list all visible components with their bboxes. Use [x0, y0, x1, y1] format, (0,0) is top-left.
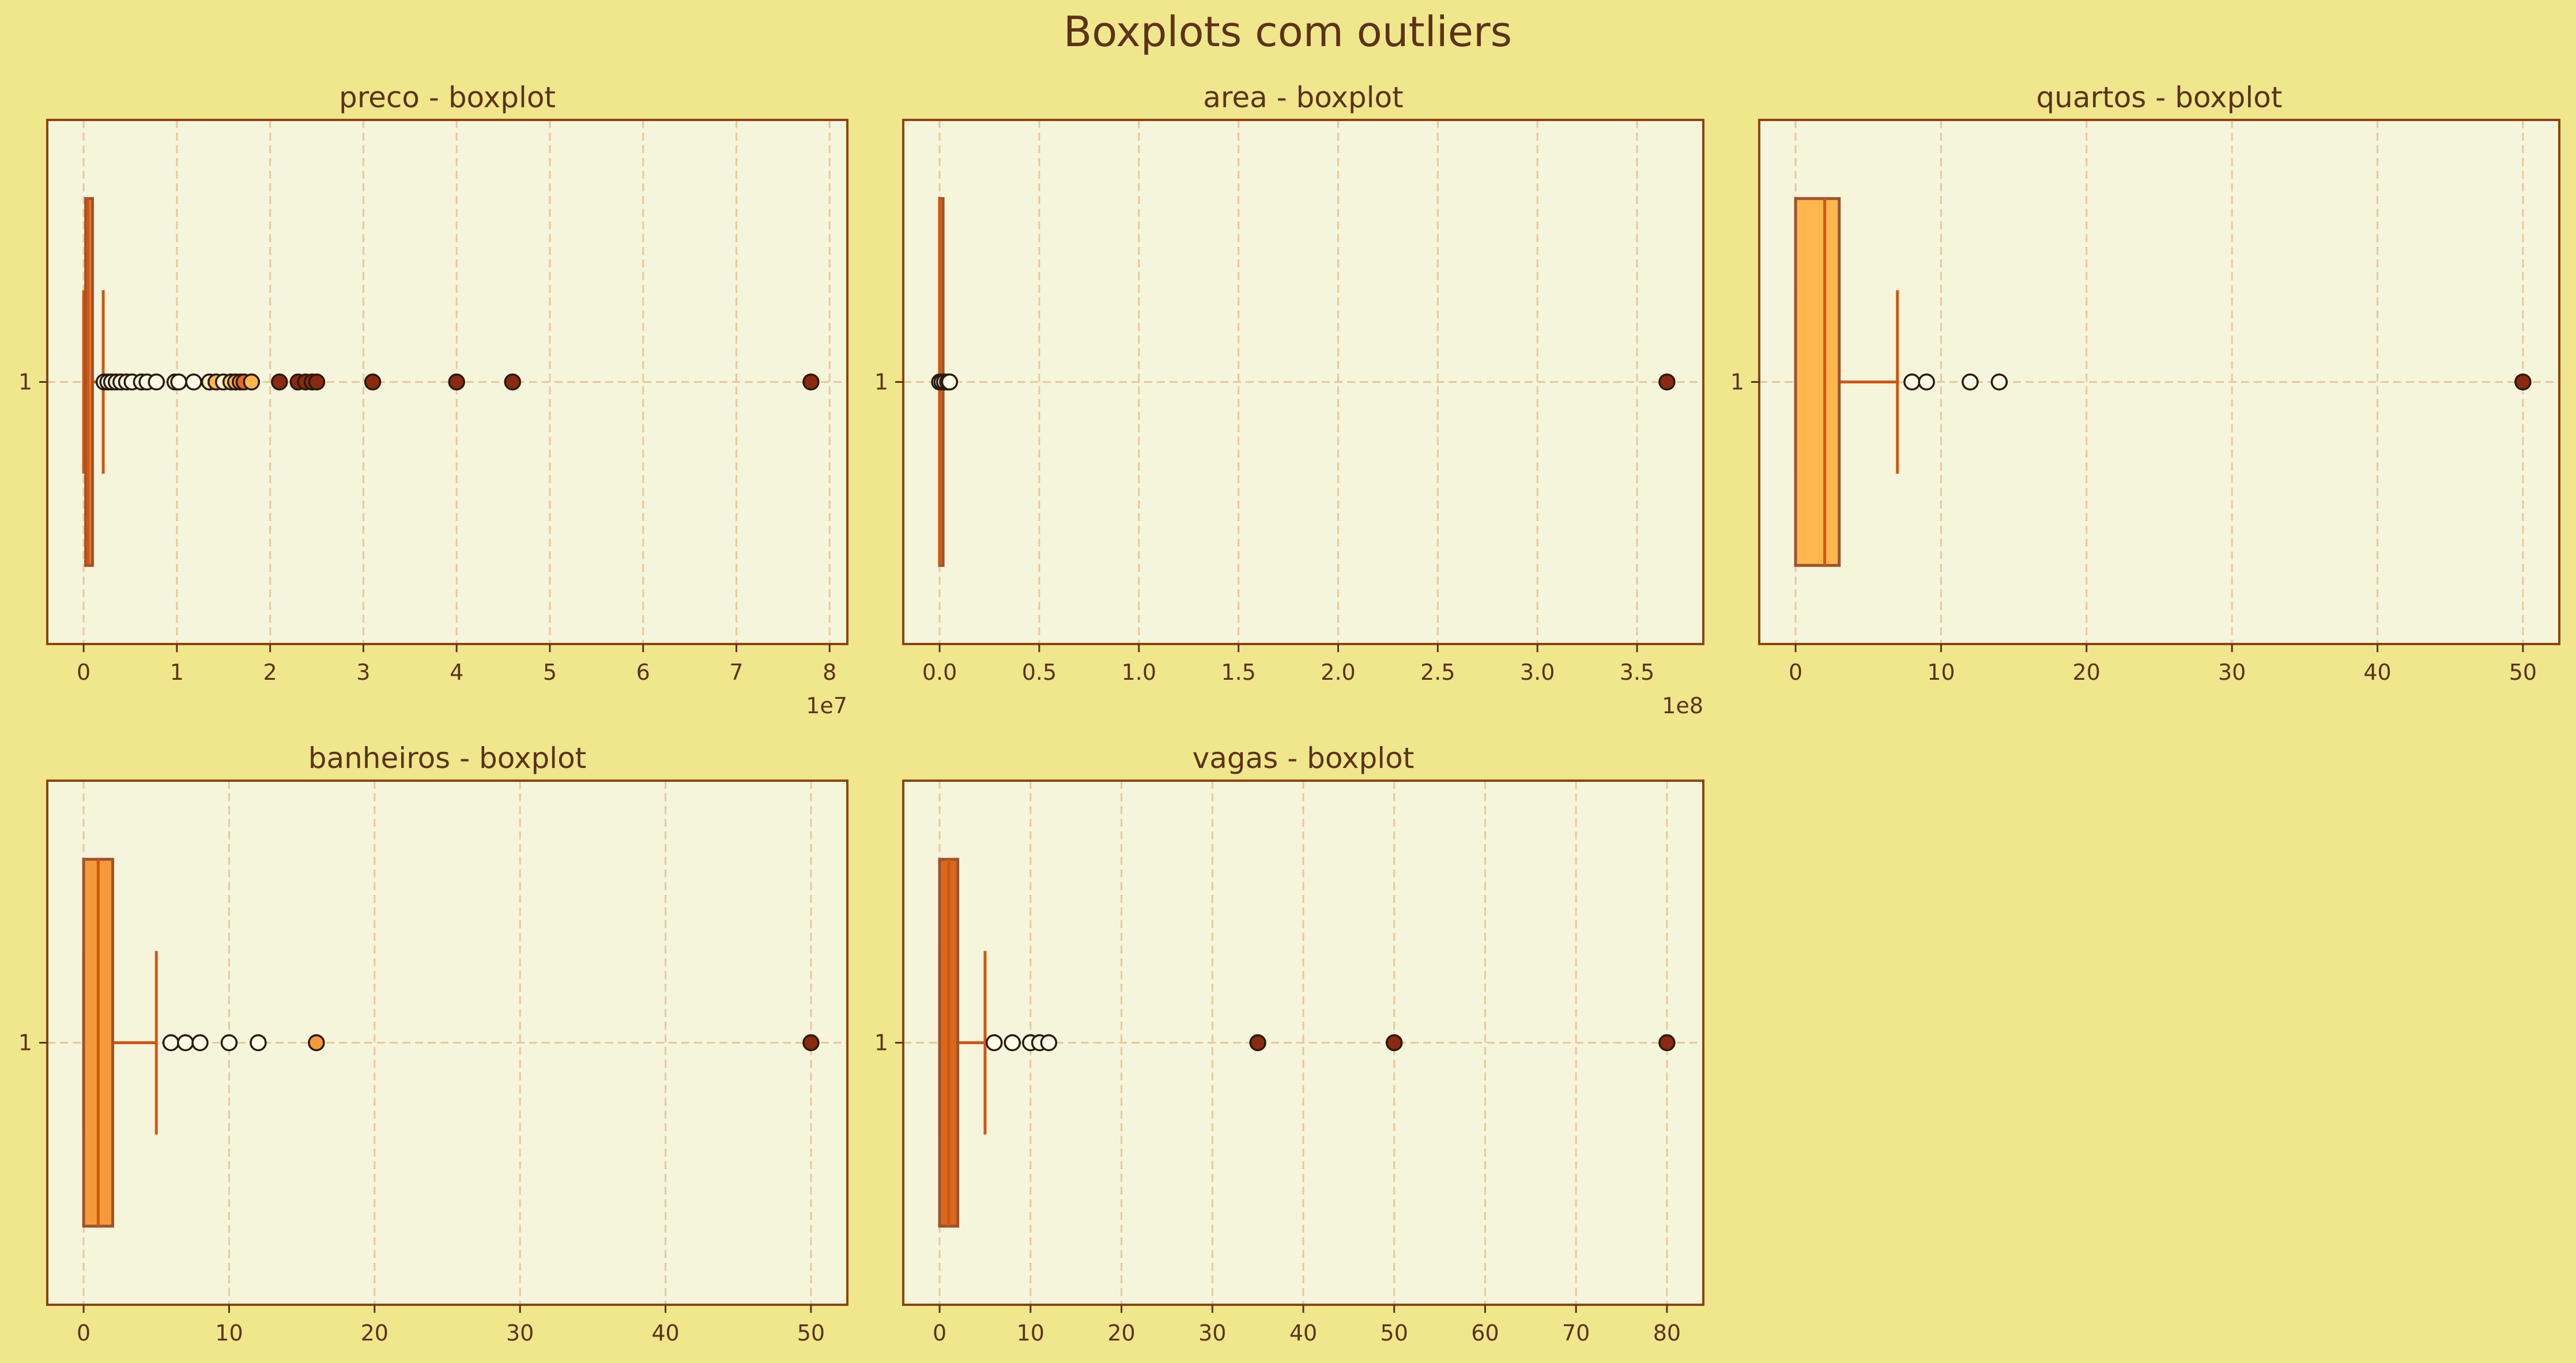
y-tick-label: 1	[1730, 370, 1744, 395]
outlier-point	[185, 373, 202, 391]
x-tick-label: 0	[77, 1320, 90, 1346]
outlier-point	[308, 373, 326, 391]
x-tick-label: 7	[729, 660, 743, 685]
outlier-point	[271, 373, 288, 391]
outlier-point	[1040, 1034, 1058, 1052]
x-tick-label: 10	[1927, 660, 1955, 685]
outlier-point	[250, 1034, 267, 1052]
x-tick-label: 70	[1562, 1320, 1590, 1346]
x-tick-label: 6	[636, 660, 650, 685]
outlier-point	[148, 373, 165, 391]
outlier-point	[1990, 373, 2008, 391]
x-tick-label: 1.5	[1221, 660, 1255, 685]
x-tick-label: 5	[543, 660, 557, 685]
subplot-title: preco - boxplot	[339, 81, 556, 114]
x-tick-label: 0.5	[1022, 660, 1057, 685]
outlier-point	[448, 373, 465, 391]
x-tick-label: 10	[1017, 1320, 1044, 1346]
subplot-4: 0 10 20 30 40 50 1 banheiros - boxplot	[18, 741, 848, 1346]
outlier-point	[1658, 373, 1676, 391]
x-tick-label: 2	[263, 660, 277, 685]
subplot-5: 0 10 20 30 40 50 60 70 80 1 vagas - boxplot	[874, 741, 1704, 1346]
outlier-point	[941, 373, 959, 391]
x-tick-label: 0	[77, 660, 90, 685]
outlier-point	[1385, 1034, 1403, 1052]
outlier-point	[2514, 373, 2532, 391]
outlier-point	[243, 373, 261, 391]
x-tick-label: 50	[1381, 1320, 1408, 1346]
outlier-point	[170, 373, 187, 391]
x-tick-label: 40	[1289, 1320, 1317, 1346]
x-tick-label: 2.0	[1321, 660, 1355, 685]
x-tick-label: 60	[1471, 1320, 1499, 1346]
outlier-point	[1962, 373, 1979, 391]
x-tick-label: 40	[651, 1320, 679, 1346]
outlier-point	[191, 1034, 209, 1052]
x-offset-label: 1e7	[806, 693, 847, 718]
outlier-point	[504, 373, 521, 391]
outlier-point	[364, 373, 382, 391]
x-tick-label: 2.5	[1420, 660, 1455, 685]
box-iqr	[1794, 197, 1841, 567]
figure-title: Boxplots com outliers	[1063, 7, 1512, 56]
x-tick-label: 50	[2509, 660, 2537, 685]
x-tick-label: 10	[215, 1320, 243, 1346]
x-tick-label: 3.0	[1520, 660, 1555, 685]
outlier-point	[802, 1034, 820, 1052]
outlier-point	[802, 373, 820, 391]
subplot-2: 0.0 0.5 1.0 1.5 2.0 2.5 3.0 3.5 1 1e8 area - boxpl…	[874, 81, 1704, 718]
x-tick-label: 1.0	[1122, 660, 1156, 685]
x-tick-label: 30	[506, 1320, 534, 1346]
x-tick-label: 80	[1653, 1320, 1681, 1346]
x-tick-label: 0	[1789, 660, 1802, 685]
y-tick-label: 1	[18, 1030, 32, 1056]
outlier-point	[1249, 1034, 1266, 1052]
x-tick-label: 20	[361, 1320, 389, 1346]
outlier-point	[985, 1034, 1003, 1052]
x-tick-label: 20	[2073, 660, 2100, 685]
x-tick-label: 30	[2218, 660, 2246, 685]
subplot-title: vagas - boxplot	[1193, 741, 1415, 775]
x-tick-label: 3.5	[1620, 660, 1654, 685]
outlier-point	[1658, 1034, 1676, 1052]
x-tick-label: 0.0	[922, 660, 957, 685]
x-offset-label: 1e8	[1662, 693, 1703, 718]
y-tick-label: 1	[18, 370, 32, 395]
outlier-point	[1918, 373, 1935, 391]
subplot-3: 0 10 20 30 40 50 1 quartos - boxplot	[1730, 81, 2560, 685]
y-tick-label: 1	[874, 370, 888, 395]
x-tick-label: 30	[1198, 1320, 1226, 1346]
subplot-title: area - boxplot	[1203, 81, 1404, 114]
outlier-point	[162, 1034, 180, 1052]
outlier-point	[176, 1034, 194, 1052]
subplot-1: 0 1 2 3 4 5 6 7 8 1 1e7 preco - boxplot	[18, 81, 848, 718]
x-tick-label: 40	[2363, 660, 2391, 685]
outlier-point	[308, 1034, 325, 1052]
x-tick-label: 8	[823, 660, 836, 685]
x-tick-label: 50	[797, 1320, 825, 1346]
x-tick-label: 3	[356, 660, 370, 685]
subplot-title: banheiros - boxplot	[308, 741, 587, 775]
x-tick-label: 20	[1107, 1320, 1135, 1346]
subplot-title: quartos - boxplot	[2036, 81, 2283, 114]
x-tick-label: 1	[170, 660, 184, 685]
outlier-point	[1004, 1034, 1021, 1052]
subplot-grid: 0 1 2 3 4 5 6 7 8 1 1e7 preco - boxplot 0.0 0.5 1.0 1.5…	[18, 81, 2560, 1346]
outlier-point	[220, 1034, 238, 1052]
outlier-point	[1903, 373, 1921, 391]
x-tick-label: 0	[933, 1320, 946, 1346]
x-tick-label: 4	[450, 660, 463, 685]
y-tick-label: 1	[874, 1030, 888, 1056]
